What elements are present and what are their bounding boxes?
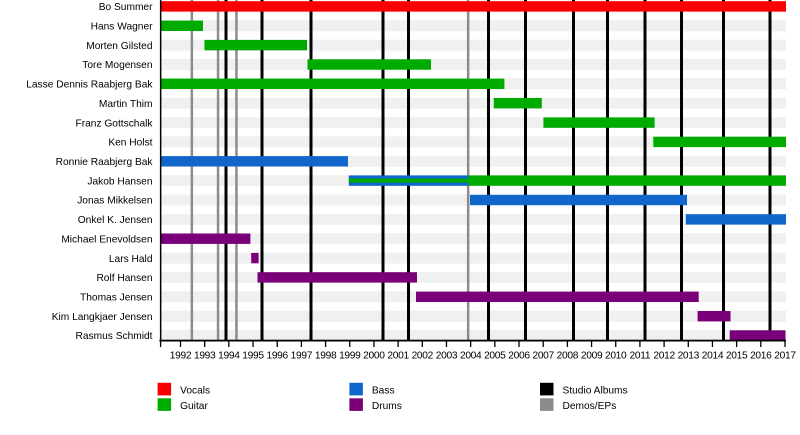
svg-text:Ken Holst: Ken Holst: [108, 138, 152, 149]
svg-text:2010: 2010: [605, 351, 627, 362]
svg-text:Tore Mogensen: Tore Mogensen: [82, 60, 152, 71]
svg-text:Hans Wagner: Hans Wagner: [91, 22, 154, 33]
svg-text:2000: 2000: [363, 351, 385, 362]
svg-text:2011: 2011: [630, 351, 651, 362]
svg-text:Ronnie Raabjerg Bak: Ronnie Raabjerg Bak: [56, 157, 154, 168]
svg-text:2005: 2005: [484, 351, 506, 362]
svg-text:2004: 2004: [460, 351, 482, 362]
svg-text:2007: 2007: [532, 351, 554, 362]
svg-text:Kim Langkjaer Jensen: Kim Langkjaer Jensen: [52, 312, 153, 323]
svg-text:1993: 1993: [194, 351, 216, 362]
svg-text:1996: 1996: [266, 351, 288, 362]
svg-text:Lars Hald: Lars Hald: [109, 254, 153, 265]
svg-text:2016: 2016: [750, 351, 772, 362]
svg-text:Onkel K. Jensen: Onkel K. Jensen: [78, 215, 153, 226]
svg-text:Drums: Drums: [372, 401, 402, 412]
svg-text:Rasmus Schmidt: Rasmus Schmidt: [76, 331, 153, 342]
svg-text:Demos/EPs: Demos/EPs: [563, 401, 617, 412]
svg-text:Vocals: Vocals: [180, 385, 210, 396]
svg-text:Thomas Jensen: Thomas Jensen: [80, 293, 152, 304]
svg-text:2002: 2002: [412, 351, 434, 362]
svg-text:Franz Gottschalk: Franz Gottschalk: [76, 118, 154, 129]
svg-text:2014: 2014: [702, 351, 724, 362]
svg-text:2001: 2001: [387, 351, 409, 362]
svg-text:Martin Thim: Martin Thim: [99, 99, 153, 110]
svg-text:1999: 1999: [339, 351, 361, 362]
svg-text:2017: 2017: [774, 351, 796, 362]
svg-text:Bass: Bass: [372, 385, 395, 396]
svg-text:Michael Enevoldsen: Michael Enevoldsen: [61, 234, 152, 245]
svg-text:Guitar: Guitar: [180, 401, 208, 412]
svg-text:1995: 1995: [242, 351, 264, 362]
svg-text:1998: 1998: [315, 351, 337, 362]
svg-text:Jakob Hansen: Jakob Hansen: [87, 176, 152, 187]
svg-text:Rolf Hansen: Rolf Hansen: [96, 273, 152, 284]
svg-text:2009: 2009: [581, 351, 603, 362]
svg-text:2013: 2013: [678, 351, 700, 362]
svg-text:Lasse Dennis Raabjerg Bak: Lasse Dennis Raabjerg Bak: [26, 80, 153, 91]
svg-text:Jonas Mikkelsen: Jonas Mikkelsen: [77, 196, 152, 207]
svg-text:2015: 2015: [726, 351, 748, 362]
svg-text:2012: 2012: [653, 351, 675, 362]
svg-text:Bo Summer: Bo Summer: [99, 2, 153, 13]
svg-text:2008: 2008: [557, 351, 579, 362]
svg-text:Morten Gilsted: Morten Gilsted: [86, 41, 153, 52]
svg-text:1994: 1994: [218, 351, 240, 362]
svg-text:1997: 1997: [291, 351, 313, 362]
svg-text:2006: 2006: [508, 351, 530, 362]
svg-text:Studio Albums: Studio Albums: [563, 385, 628, 396]
svg-text:1992: 1992: [170, 351, 192, 362]
svg-text:2003: 2003: [436, 351, 458, 362]
